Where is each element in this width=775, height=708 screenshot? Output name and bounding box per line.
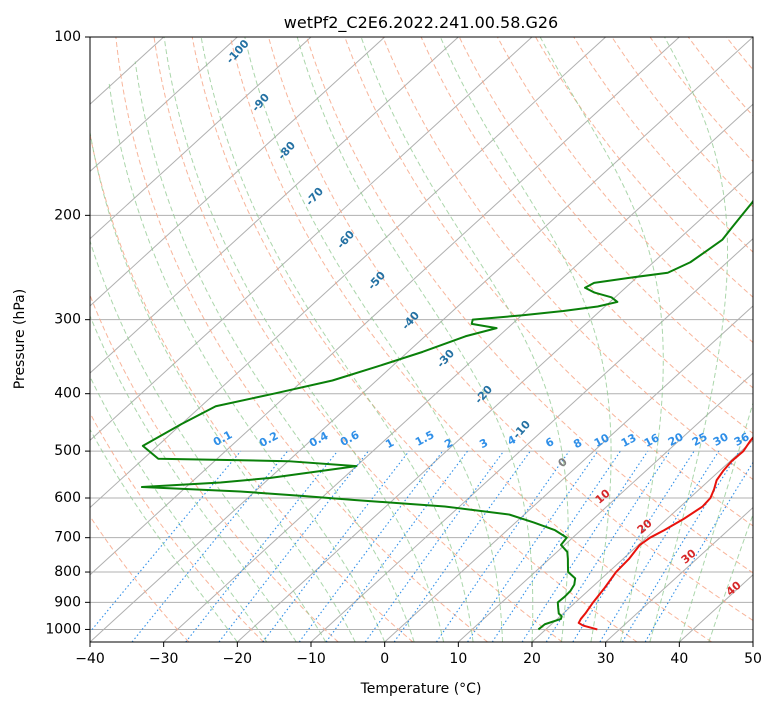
temperature-profile <box>577 436 753 631</box>
y-tick-label: 900 <box>54 594 81 610</box>
moist-adiabat-line <box>649 37 729 642</box>
moist-adiabat-line <box>90 428 238 642</box>
moist-adiabat-line <box>360 37 569 642</box>
x-tick-label: 20 <box>523 651 541 667</box>
x-axis-label: Temperature (°C) <box>360 681 482 697</box>
mixing-ratio-label: 16 <box>642 431 662 450</box>
dry-adiabat-line <box>229 37 712 642</box>
dry-adiabat-line <box>115 37 488 642</box>
x-tick-label: 30 <box>597 651 615 667</box>
isotherm-line <box>236 170 753 642</box>
x-tick-label: 50 <box>744 651 762 667</box>
mixing-ratio-line <box>262 450 410 642</box>
y-tick-label: 400 <box>54 386 81 402</box>
dry-adiabat-line <box>496 37 753 344</box>
x-tick-label: −30 <box>149 651 179 667</box>
isotherm-line <box>90 37 312 240</box>
moist-adiabat-line <box>163 37 445 642</box>
moist-adiabat-line <box>708 512 753 642</box>
mixing-ratio-line <box>599 450 720 642</box>
moist-adiabat-line <box>90 314 297 642</box>
dry-adiabat-line <box>90 293 339 642</box>
dry-adiabat-line <box>268 37 753 622</box>
moist-adiabat-line <box>439 37 612 642</box>
x-tick-label: −20 <box>223 651 253 667</box>
moist-adiabat-line <box>678 401 753 642</box>
isotherm-line <box>163 103 753 642</box>
mixing-ratio-label: 13 <box>619 431 639 450</box>
y-tick-label: 700 <box>54 530 81 546</box>
isotherm-line <box>90 37 753 642</box>
isotherm-line <box>605 506 753 642</box>
mixing-ratio-line <box>644 461 753 642</box>
x-tick-label: 0 <box>380 651 389 667</box>
mixing-ratio-line <box>90 450 242 633</box>
x-tick-label: 40 <box>670 651 688 667</box>
y-tick-label: 300 <box>54 312 81 328</box>
x-tick-label: 10 <box>449 651 467 667</box>
mixing-ratio-label: 36 <box>732 430 752 449</box>
y-tick-label: 1000 <box>45 621 81 637</box>
dry-adiabat-line <box>344 37 753 527</box>
x-tick-label: −10 <box>296 651 326 667</box>
y-axis-label: Pressure (hPa) <box>12 289 28 389</box>
isotherm-line <box>90 37 680 576</box>
x-tick-label: −40 <box>75 651 105 667</box>
isotherm-line <box>90 37 533 442</box>
moist-adiabat-line <box>90 239 327 642</box>
dry-adiabat-line <box>420 37 753 435</box>
y-tick-label: 500 <box>54 443 81 459</box>
moist-adiabat-line <box>539 37 664 642</box>
mixing-ratio-line <box>218 450 369 642</box>
dry-adiabat-line <box>90 131 414 642</box>
mixing-ratio-label: 20 <box>666 430 686 449</box>
mixing-ratio-line <box>545 450 671 642</box>
dry-adiabat-line <box>90 515 190 642</box>
moist-adiabat-line <box>134 61 415 642</box>
dry-adiabat-line <box>649 37 753 163</box>
mixing-ratio-line <box>393 450 531 642</box>
mixing-ratio-line <box>621 450 740 642</box>
isotherm-line <box>90 37 607 509</box>
plot-frame <box>89 36 754 643</box>
dry-adiabat-line <box>382 37 753 481</box>
moist-adiabat-line <box>90 375 268 642</box>
mixing-ratio-line <box>185 450 338 642</box>
dry-adiabat-line <box>458 37 753 389</box>
y-tick-label: 100 <box>54 29 81 45</box>
moist-adiabat-line <box>296 37 534 642</box>
dry-adiabat-line <box>535 37 753 298</box>
plot-area <box>90 37 753 642</box>
moist-adiabat-line <box>200 37 474 642</box>
isotherm-line <box>457 372 753 642</box>
axes: −40 −30 −20 −10 0 10 20 30 40 50 1000 900 800 700 600 5… <box>45 29 762 667</box>
isotherm-line <box>90 37 238 173</box>
mixing-ratio-label: 10 <box>592 431 612 450</box>
moist-adiabat-line <box>244 37 504 642</box>
dewpoint-profile <box>140 199 753 631</box>
y-tick-label: 800 <box>54 564 81 580</box>
isotherm-line <box>90 37 386 307</box>
mixing-ratio-line <box>572 450 695 642</box>
isotherm-line <box>384 305 753 642</box>
isotherm-line <box>90 37 459 374</box>
dry-adiabat-line <box>306 37 753 574</box>
mixing-ratio-line <box>467 450 599 642</box>
dry-adiabat-line <box>611 37 753 208</box>
isotherm-line <box>531 439 753 642</box>
mixing-ratio-label: 25 <box>690 430 710 449</box>
mixing-ratio-line <box>131 450 289 642</box>
y-tick-label: 200 <box>54 207 81 223</box>
dry-adiabat-line <box>191 37 638 642</box>
mixing-ratio-label: 30 <box>711 430 731 449</box>
mixing-ratio-line <box>364 450 505 642</box>
y-tick-label: 600 <box>54 490 81 506</box>
chart-title: wetPf2_C2E6.2022.241.00.58.G26 <box>284 13 558 33</box>
